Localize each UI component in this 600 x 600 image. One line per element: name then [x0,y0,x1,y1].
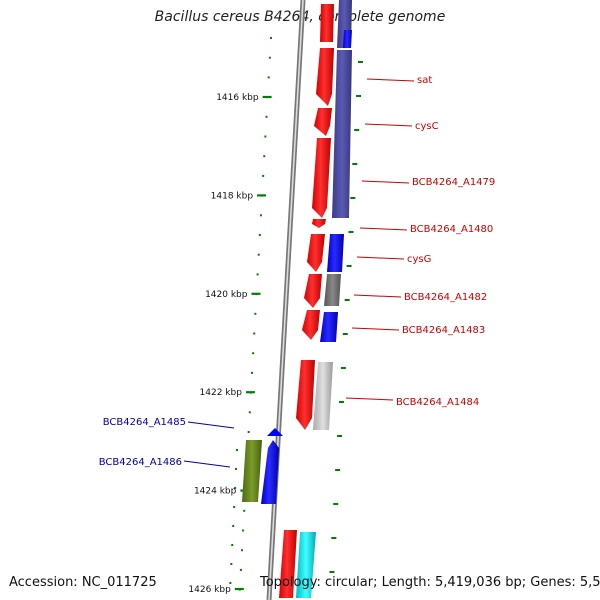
gene-label[interactable]: BCB4264_A1483 [402,325,485,336]
gene-labels: sat cysC BCB4264_A1479 BCB4264_A1480 cysG BCB… [99,75,496,468]
gene-label[interactable]: BCB4264_A1484 [396,397,479,408]
gene-label[interactable]: sat [417,75,432,86]
scale-minor-ticks [238,37,272,591]
gene-label[interactable]: BCB4264_A1480 [410,224,493,235]
content-dots [229,61,363,584]
gene-arrow [261,440,279,504]
gene-label[interactable]: BCB4264_A1486 [99,457,182,468]
gene-label[interactable]: cysC [415,121,439,132]
gene-label[interactable]: BCB4264_A1479 [412,177,495,188]
forward-genes [279,4,334,598]
gene-arrow [307,234,325,272]
gene-arrow [316,48,334,106]
reverse-genes [242,428,283,504]
scale-tick-label: 1420 kbp [205,290,248,300]
scale-tick-label: 1422 kbp [200,388,243,398]
scale-major-ticks [234,95,272,591]
gene-arrow [267,428,283,436]
scale-tick-label: 1416 kbp [216,93,259,103]
gene-arrow [320,4,334,42]
gene-arrow [302,310,320,340]
accession-label: Accession: NC_011725 [9,575,157,590]
feature-track [296,0,352,598]
gene-label-connector [187,421,235,429]
gene-label-connector [345,397,394,401]
gene-label[interactable]: BCB4264_A1485 [103,417,186,428]
scale-tick-labels: 1416 kbp 1418 kbp 1420 kbp 1422 kbp 1424 kbp… [188,93,258,595]
gene-label-connector [353,294,402,298]
backbone-line [266,0,306,600]
gene-label-connector [356,256,405,260]
gene-label-connector [359,227,408,231]
genome-summary: Topology: circular; Length: 5,419,036 bp… [260,575,600,590]
gene-arrow [314,108,332,136]
gene-label-connector [364,123,413,127]
gene-label-connector [366,78,415,82]
gene-label-connector [183,460,231,468]
scale-tick-label: 1418 kbp [211,191,254,201]
gene-arrow [296,360,315,430]
gene-label[interactable]: BCB4264_A1482 [404,292,487,303]
gene-arrow [304,274,322,308]
scale-tick-label: 1426 kbp [188,585,231,595]
gene-arrow [312,219,326,228]
gene-arrow [312,138,331,218]
gene-label[interactable]: cysG [407,254,431,265]
gene-arrow [242,440,262,502]
gene-arrow [279,530,297,598]
gene-label-connector [351,327,400,331]
scale-tick-label: 1424 kbp [194,487,237,497]
gene-label-connector [361,180,410,184]
